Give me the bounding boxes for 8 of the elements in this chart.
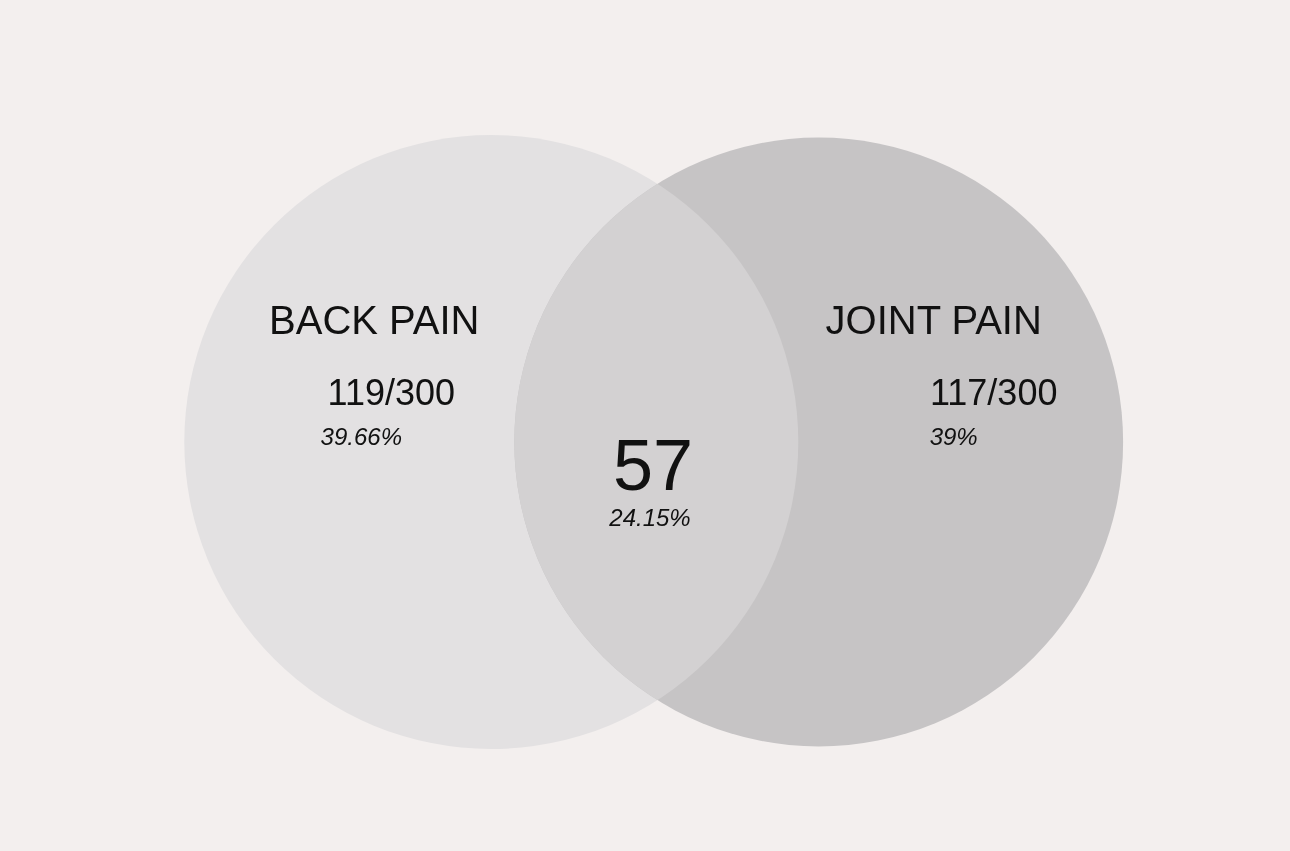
data-label: 117/300 bbox=[929, 372, 1058, 413]
text: 39.66% bbox=[320, 423, 402, 450]
category-label: JOINT PAIN bbox=[825, 298, 1042, 342]
category-label: BACK PAIN bbox=[269, 298, 480, 342]
data-label: 119/300 bbox=[327, 372, 456, 413]
text: 57 bbox=[612, 425, 694, 505]
text: 24.15% bbox=[608, 504, 691, 531]
text: 39% bbox=[929, 423, 978, 450]
